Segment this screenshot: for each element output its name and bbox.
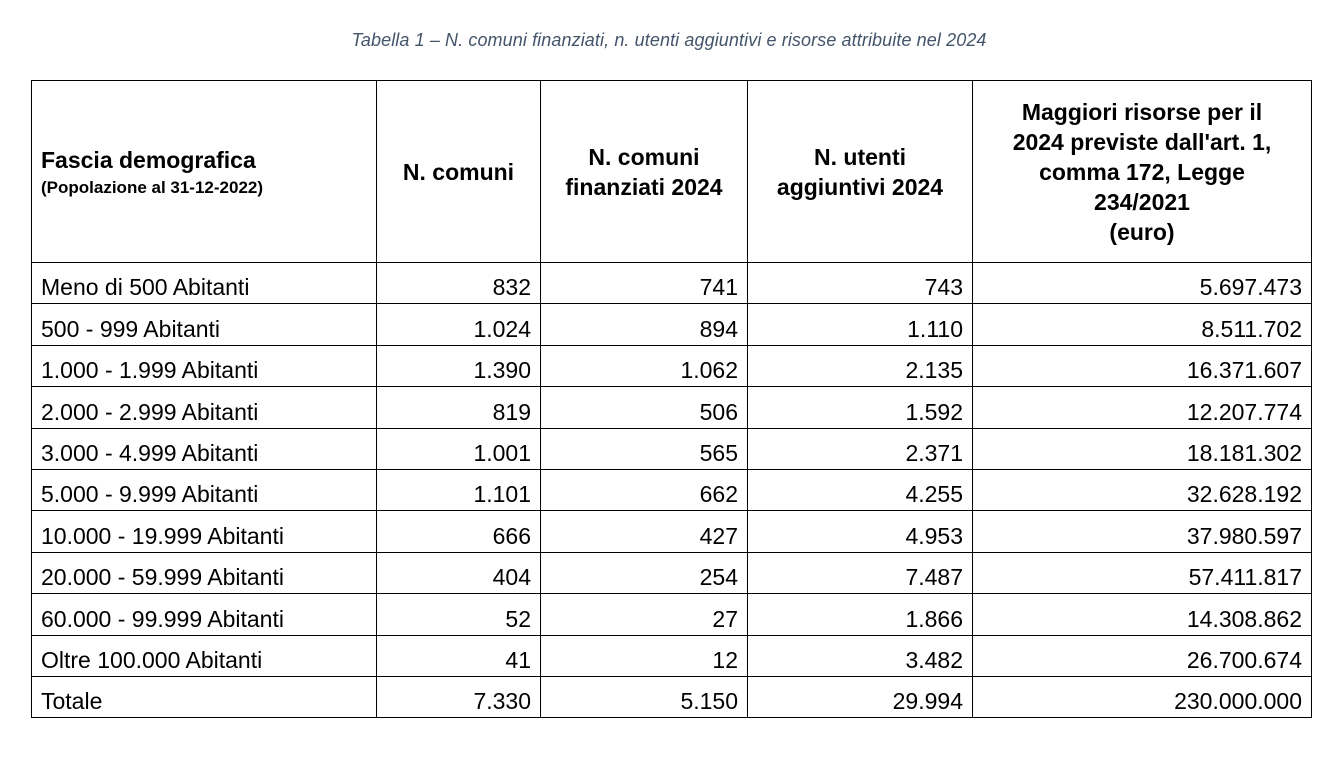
- header-fascia-demografica: Fascia demografica (Popolazione al 31-12…: [31, 80, 377, 263]
- cell-comuni: 819: [376, 386, 541, 429]
- header-n-comuni-finanziati-line1: N. comuni: [588, 143, 700, 170]
- cell-utenti: 3.482: [747, 634, 973, 677]
- cell-comuni: 832: [376, 261, 541, 305]
- table-header: Fascia demografica (Popolazione al 31-12…: [31, 80, 1312, 263]
- cell-finanziati: 254: [540, 551, 748, 595]
- cell-finanziati: 12: [540, 634, 748, 677]
- table-caption: Tabella 1 – N. comuni finanziati, n. ute…: [351, 30, 987, 50]
- header-fascia-subtitle: (Popolazione al 31-12-2022): [41, 177, 264, 197]
- cell-fascia: 10.000 - 19.999 Abitanti: [31, 510, 377, 553]
- header-risorse-line3: comma 172, Legge: [1039, 158, 1245, 185]
- cell-finanziati: 506: [540, 386, 748, 429]
- cell-utenti: 4.953: [747, 510, 973, 553]
- cell-fascia: 2.000 - 2.999 Abitanti: [31, 386, 377, 429]
- cell-utenti: 2.371: [747, 427, 973, 470]
- cell-fascia: 3.000 - 4.999 Abitanti: [31, 427, 377, 470]
- header-row: Fascia demografica (Popolazione al 31-12…: [31, 80, 1312, 263]
- header-n-utenti-line2: aggiuntivi 2024: [776, 173, 944, 200]
- cell-comuni: 52: [376, 593, 541, 636]
- cell-risorse: 5.697.473: [972, 261, 1312, 305]
- data-table: Fascia demografica (Popolazione al 31-12…: [31, 80, 1312, 719]
- cell-utenti: 7.487: [747, 551, 973, 595]
- header-n-comuni-finanziati-line2: finanziati 2024: [565, 173, 723, 200]
- header-n-utenti-aggiuntivi: N. utenti aggiuntivi 2024: [747, 80, 973, 263]
- cell-comuni-total: 7.330: [376, 675, 541, 719]
- cell-fascia-total: Totale: [31, 675, 377, 719]
- table-row: 60.000 - 99.999 Abitanti 52 27 1.866 14.…: [31, 593, 1312, 636]
- header-risorse-line1: Maggiori risorse per il: [1021, 98, 1263, 125]
- cell-risorse: 26.700.674: [972, 634, 1312, 677]
- cell-utenti: 1.110: [747, 303, 973, 346]
- table-row: 1.000 - 1.999 Abitanti 1.390 1.062 2.135…: [31, 344, 1312, 388]
- cell-fascia: 20.000 - 59.999 Abitanti: [31, 551, 377, 595]
- header-fascia-title: Fascia demografica: [41, 146, 256, 173]
- cell-risorse: 57.411.817: [972, 551, 1312, 595]
- cell-utenti: 743: [747, 261, 973, 305]
- table-row: 10.000 - 19.999 Abitanti 666 427 4.953 3…: [31, 510, 1312, 553]
- cell-comuni: 1.001: [376, 427, 541, 470]
- cell-risorse-total: 230.000.000: [972, 675, 1312, 719]
- cell-risorse: 37.980.597: [972, 510, 1312, 553]
- header-n-utenti-line1: N. utenti: [814, 143, 906, 170]
- cell-comuni: 41: [376, 634, 541, 677]
- table-row: 3.000 - 4.999 Abitanti 1.001 565 2.371 1…: [31, 427, 1312, 470]
- cell-risorse: 12.207.774: [972, 386, 1312, 429]
- cell-utenti: 1.866: [747, 593, 973, 636]
- cell-finanziati: 1.062: [540, 344, 748, 388]
- header-n-comuni-finanziati: N. comuni finanziati 2024: [540, 80, 748, 263]
- cell-finanziati: 741: [540, 261, 748, 305]
- cell-risorse: 16.371.607: [972, 344, 1312, 388]
- cell-risorse: 18.181.302: [972, 427, 1312, 470]
- cell-utenti: 4.255: [747, 468, 973, 512]
- cell-finanziati: 894: [540, 303, 748, 346]
- header-risorse-line2: 2024 previste dall'art. 1,: [1012, 128, 1272, 155]
- table-row: 500 - 999 Abitanti 1.024 894 1.110 8.511…: [31, 303, 1312, 346]
- cell-fascia: Meno di 500 Abitanti: [31, 261, 377, 305]
- table-row: 2.000 - 2.999 Abitanti 819 506 1.592 12.…: [31, 386, 1312, 429]
- cell-fascia: 60.000 - 99.999 Abitanti: [31, 593, 377, 636]
- cell-fascia: 500 - 999 Abitanti: [31, 303, 377, 346]
- table-row: Oltre 100.000 Abitanti 41 12 3.482 26.70…: [31, 634, 1312, 677]
- cell-comuni: 1.390: [376, 344, 541, 388]
- table-row-total: Totale 7.330 5.150 29.994 230.000.000: [31, 675, 1312, 719]
- cell-utenti-total: 29.994: [747, 675, 973, 719]
- table-row: Meno di 500 Abitanti 832 741 743 5.697.4…: [31, 261, 1312, 305]
- table-row: 5.000 - 9.999 Abitanti 1.101 662 4.255 3…: [31, 468, 1312, 512]
- cell-finanziati: 662: [540, 468, 748, 512]
- cell-comuni: 666: [376, 510, 541, 553]
- cell-utenti: 1.592: [747, 386, 973, 429]
- table-body: Meno di 500 Abitanti 832 741 743 5.697.4…: [31, 261, 1312, 719]
- cell-risorse: 32.628.192: [972, 468, 1312, 512]
- cell-fascia: 5.000 - 9.999 Abitanti: [31, 468, 377, 512]
- cell-fascia: 1.000 - 1.999 Abitanti: [31, 344, 377, 388]
- header-maggiori-risorse: Maggiori risorse per il 2024 previste da…: [972, 80, 1312, 263]
- cell-risorse: 8.511.702: [972, 303, 1312, 346]
- header-n-comuni: N. comuni: [376, 80, 541, 263]
- cell-finanziati-total: 5.150: [540, 675, 748, 719]
- cell-finanziati: 27: [540, 593, 748, 636]
- cell-finanziati: 565: [540, 427, 748, 470]
- cell-fascia: Oltre 100.000 Abitanti: [31, 634, 377, 677]
- header-risorse-line5: (euro): [1109, 218, 1175, 245]
- header-risorse-line4: 234/2021: [1094, 188, 1190, 215]
- cell-comuni: 1.101: [376, 468, 541, 512]
- cell-utenti: 2.135: [747, 344, 973, 388]
- cell-comuni: 1.024: [376, 303, 541, 346]
- cell-finanziati: 427: [540, 510, 748, 553]
- cell-risorse: 14.308.862: [972, 593, 1312, 636]
- table-row: 20.000 - 59.999 Abitanti 404 254 7.487 5…: [31, 551, 1312, 595]
- cell-comuni: 404: [376, 551, 541, 595]
